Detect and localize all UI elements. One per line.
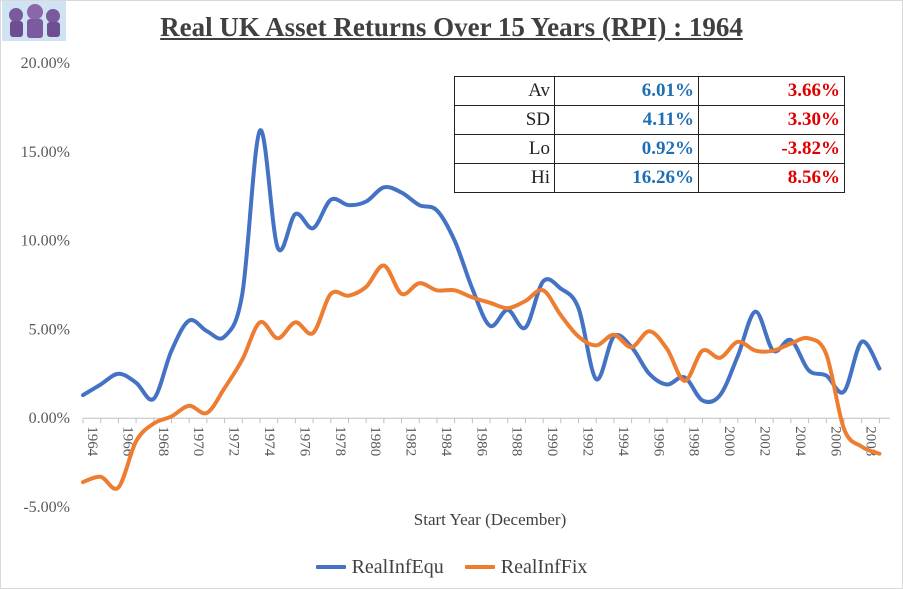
chart-title: Real UK Asset Returns Over 15 Years (RPI… xyxy=(160,12,743,42)
stats-cell-equ: 6.01% xyxy=(554,76,699,106)
stats-cell-equ: 4.11% xyxy=(554,105,699,135)
y-tick-label: -5.00% xyxy=(23,499,70,516)
x-tick-label: 1998 xyxy=(686,426,702,456)
stats-cell-label: Hi xyxy=(454,163,555,193)
y-tick-label: 0.00% xyxy=(29,410,70,427)
stats-cell-label: SD xyxy=(454,105,555,135)
legend: RealInfEqu RealInfFix xyxy=(0,552,903,579)
x-tick-label: 1996 xyxy=(650,426,666,457)
x-tick-label: 2002 xyxy=(757,426,773,456)
stats-row-lo: Lo 0.92% -3.82% xyxy=(454,134,845,164)
legend-item-equ: RealInfEqu xyxy=(315,555,444,579)
stats-cell-fix: -3.82% xyxy=(698,134,845,164)
stats-cell-label: Lo xyxy=(454,134,555,164)
x-tick-label: 1980 xyxy=(367,426,383,456)
series-lines xyxy=(81,128,882,491)
stats-cell-equ: 16.26% xyxy=(554,163,699,193)
legend-item-fix: RealInfFix xyxy=(464,555,588,579)
series-line-realinffix xyxy=(81,263,882,491)
legend-label-equ: RealInfEqu xyxy=(351,555,444,578)
x-tick-label: 1988 xyxy=(509,426,525,456)
stats-row-sd: SD 4.11% 3.30% xyxy=(454,105,845,135)
stats-cell-equ: 0.92% xyxy=(554,134,699,164)
stats-cell-label: Av xyxy=(454,76,555,106)
x-tick-label: 2004 xyxy=(792,426,808,457)
stats-row-hi: Hi 16.26% 8.56% xyxy=(454,163,845,193)
x-tick-label: 1970 xyxy=(190,426,206,456)
axes: -5.00% 0.00% 5.00% 10.00% 15.00% 20.00% 1964 19… xyxy=(21,55,890,516)
y-tick-label: 15.00% xyxy=(21,144,70,161)
x-tick-label: 1974 xyxy=(261,426,277,457)
legend-swatch-fix xyxy=(464,565,495,569)
x-tick-label: 1984 xyxy=(438,426,454,457)
stats-row-av: Av 6.01% 3.66% xyxy=(454,76,845,106)
y-tick-label: 10.00% xyxy=(21,233,70,250)
logo-image xyxy=(2,1,66,41)
x-tick-label: 1982 xyxy=(403,426,419,456)
stats-cell-fix: 3.30% xyxy=(698,105,845,135)
stats-cell-fix: 8.56% xyxy=(698,163,845,193)
legend-label-fix: RealInfFix xyxy=(500,555,588,578)
x-tick-label: 1968 xyxy=(155,426,171,456)
x-tick-label: 1994 xyxy=(615,426,631,457)
x-tick-label: 1986 xyxy=(473,426,489,457)
x-tick-label: 1990 xyxy=(544,426,560,456)
x-tick-label: 1964 xyxy=(84,426,100,457)
x-tick-label: 2000 xyxy=(721,426,737,456)
x-tick-label: 2006 xyxy=(827,426,843,457)
stats-cell-fix: 3.66% xyxy=(698,76,845,106)
legend-swatch-equ xyxy=(315,565,346,569)
x-tick-label: 1976 xyxy=(296,426,312,457)
x-tick-label: 1978 xyxy=(332,426,348,456)
stats-table: Av 6.01% 3.66% SD 4.11% 3.30% Lo 0.92% -3.82% Hi 1… xyxy=(454,76,845,193)
y-tick-label: 5.00% xyxy=(29,321,70,338)
x-axis-label: Start Year (December) xyxy=(413,510,567,529)
y-tick-label: 20.00% xyxy=(21,55,70,72)
x-tick-label: 1992 xyxy=(580,426,596,456)
x-tick-label: 1972 xyxy=(226,426,242,456)
